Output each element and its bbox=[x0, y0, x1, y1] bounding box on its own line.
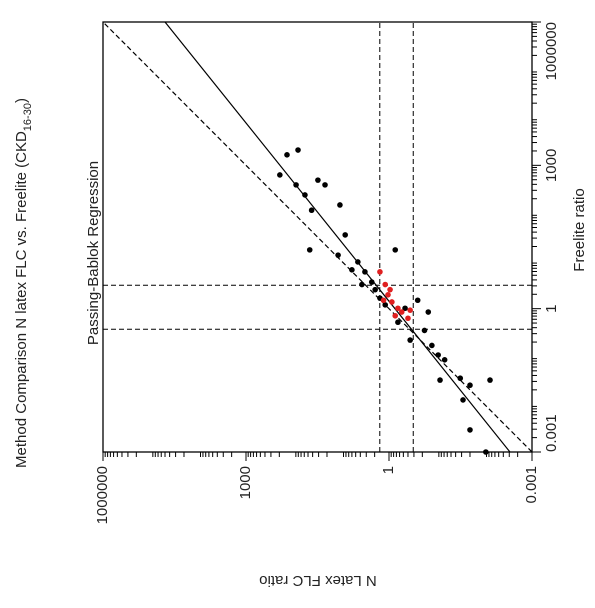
point bbox=[284, 152, 290, 158]
point bbox=[407, 307, 413, 313]
point bbox=[441, 357, 448, 363]
regression-line bbox=[103, 22, 532, 452]
point bbox=[395, 305, 401, 312]
point bbox=[377, 269, 383, 275]
point bbox=[349, 267, 355, 273]
plot-frame bbox=[102, 21, 533, 453]
point bbox=[402, 305, 408, 312]
point bbox=[425, 309, 432, 315]
point bbox=[429, 342, 435, 349]
x-tick-label: 1000 bbox=[543, 149, 560, 182]
point bbox=[387, 286, 393, 293]
point bbox=[407, 337, 413, 343]
point bbox=[467, 382, 473, 389]
point bbox=[372, 286, 378, 293]
point bbox=[483, 449, 489, 455]
rotated-chart: Method Comparison N latex FLC vs. Freeli… bbox=[13, 21, 588, 589]
point bbox=[405, 315, 411, 322]
point bbox=[382, 302, 389, 308]
point bbox=[389, 299, 395, 305]
point bbox=[437, 377, 443, 383]
point bbox=[322, 182, 328, 188]
point bbox=[277, 172, 283, 178]
point bbox=[380, 297, 387, 304]
x-axis-label: Freelite ratio bbox=[571, 188, 588, 271]
point bbox=[293, 182, 299, 188]
point bbox=[467, 427, 473, 433]
point bbox=[306, 247, 313, 253]
point bbox=[460, 397, 466, 403]
subtitle: Passing-Bablok Regression bbox=[85, 161, 102, 345]
title-end: ) bbox=[13, 98, 30, 103]
point bbox=[382, 281, 389, 288]
point bbox=[337, 202, 343, 208]
y-tick-label: 1000000 bbox=[94, 466, 111, 524]
title-main: Method Comparison N latex FLC vs. Freeli… bbox=[13, 131, 30, 468]
point bbox=[315, 177, 321, 183]
point bbox=[335, 252, 341, 258]
point bbox=[398, 309, 405, 315]
point bbox=[362, 269, 368, 275]
point bbox=[355, 259, 361, 265]
point bbox=[359, 281, 365, 288]
x-tick-label: 1 bbox=[543, 304, 560, 312]
point bbox=[395, 319, 401, 326]
point bbox=[392, 312, 399, 319]
point bbox=[302, 192, 308, 198]
y-tick-label: 1000 bbox=[237, 466, 254, 499]
point bbox=[385, 292, 391, 298]
y-tick-label: 1 bbox=[380, 466, 397, 474]
point bbox=[295, 147, 301, 153]
point bbox=[421, 327, 428, 334]
point bbox=[392, 247, 399, 253]
x-tick-label: 1000000 bbox=[543, 22, 560, 80]
point bbox=[414, 297, 421, 304]
point bbox=[457, 375, 464, 382]
x-tick-label: 0.001 bbox=[543, 414, 560, 452]
title-sub: 16-30 bbox=[22, 103, 34, 131]
regression-line bbox=[164, 22, 511, 452]
point bbox=[368, 279, 375, 285]
point bbox=[342, 232, 348, 238]
y-tick-label: 0.001 bbox=[523, 466, 540, 504]
point bbox=[487, 377, 493, 383]
chart-title: Method Comparison N latex FLC vs. Freeli… bbox=[13, 98, 34, 468]
point bbox=[435, 352, 441, 358]
y-axis-label: N Latex FLC ratio bbox=[259, 572, 377, 589]
point bbox=[308, 207, 315, 214]
